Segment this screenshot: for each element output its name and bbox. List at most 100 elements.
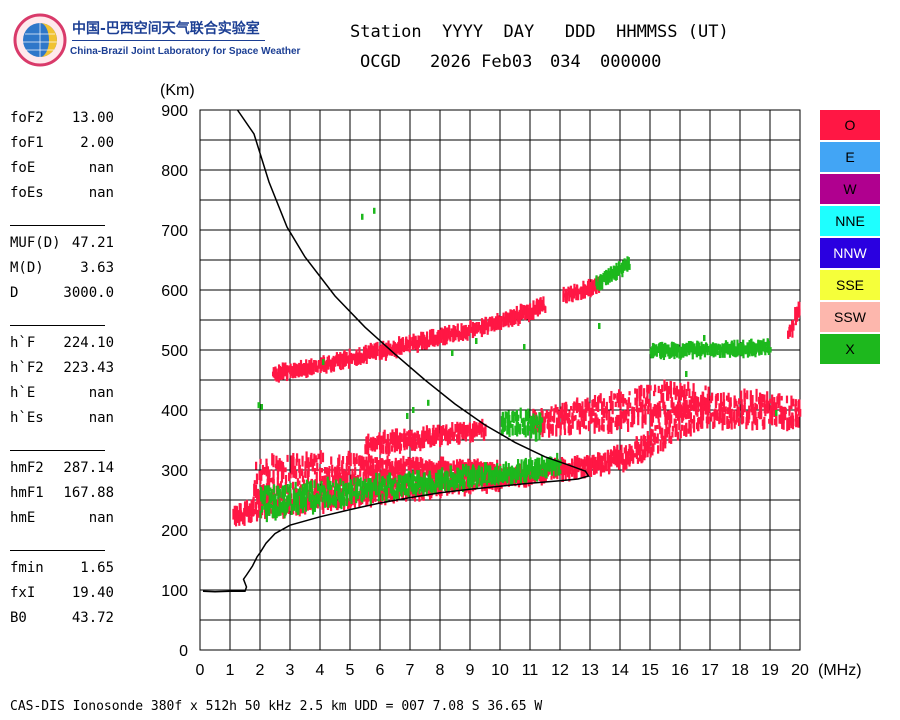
echo-mark-o (376, 461, 379, 470)
echo-mark-o (326, 356, 329, 363)
echo-mark-o (428, 459, 431, 470)
echo-point-x (757, 344, 760, 350)
echo-mark-o (619, 455, 622, 464)
echo-mark-o (682, 395, 686, 402)
echo-mark-o (623, 398, 627, 404)
echo-mark-o (399, 443, 403, 451)
echo-mark-o (302, 479, 306, 486)
echo-mark-o (611, 400, 614, 415)
echo-mark-x (509, 472, 512, 486)
echo-mark-o (291, 370, 295, 379)
echo-mark-x (401, 475, 404, 489)
lab-logo: 中国-巴西空间天气联合实验室 China-Brazil Joint Labora… (10, 10, 300, 70)
echo-mark-x (703, 348, 707, 358)
echo-mark-x (458, 480, 461, 490)
echo-mark-o (358, 347, 361, 357)
y-tick-label: 200 (161, 523, 188, 540)
echo-mark-o (664, 404, 667, 417)
echo-mark-o (311, 465, 314, 472)
echo-mark-o (797, 416, 800, 428)
echo-mark-x (272, 501, 275, 511)
echo-mark-o (583, 456, 586, 470)
echo-mark-o (745, 422, 748, 430)
echo-mark-o (733, 411, 736, 422)
echo-mark-o (669, 388, 672, 399)
echo-mark-o (335, 476, 338, 481)
echo-mark-o (441, 456, 445, 470)
echo-mark-o (721, 417, 724, 431)
echo-mark-o (430, 462, 433, 475)
echo-mark-o (653, 434, 656, 439)
echo-mark-o (773, 397, 776, 410)
echo-mark-o (413, 440, 417, 452)
echo-mark-o (631, 406, 634, 413)
echo-mark-o (641, 409, 644, 418)
echo-mark-o (611, 456, 614, 464)
echo-mark-o (291, 366, 294, 372)
param-separator (10, 225, 105, 226)
echo-mark-o (325, 360, 328, 374)
echo-mark-o (301, 475, 305, 483)
echo-mark-x (412, 475, 416, 482)
echo-mark-x (301, 500, 305, 514)
echo-mark-o (575, 468, 578, 479)
echo-mark-o (689, 401, 693, 412)
echo-mark-x (334, 499, 337, 506)
echo-mark-o (610, 390, 613, 401)
echo-mark-o (380, 469, 383, 478)
echo-mark-x (620, 265, 623, 273)
echo-mark-o (385, 478, 388, 488)
echo-mark-x (340, 492, 343, 504)
echo-mark-o (714, 395, 718, 409)
y-tick-label: 0 (179, 643, 188, 660)
echo-mark-x (536, 457, 539, 468)
echo-mark-o (514, 310, 517, 321)
echo-mark-o (798, 308, 801, 316)
param-value: 47.21 (71, 235, 114, 251)
echo-mark-x (381, 493, 384, 502)
echo-mark-o (496, 312, 499, 324)
echo-mark-o (391, 429, 394, 443)
echo-mark-o (766, 391, 769, 406)
echo-mark-o (701, 407, 705, 421)
echo-mark-o (650, 409, 653, 419)
echo-mark-o (408, 461, 411, 471)
echo-mark-x (449, 479, 452, 488)
echo-mark-o (342, 468, 345, 474)
echo-mark-x (297, 488, 300, 496)
echo-mark-o (442, 425, 445, 436)
echo-mark-o (679, 429, 682, 439)
echo-mark-o (486, 475, 489, 484)
echo-mark-o (252, 498, 255, 511)
echo-mark-o (574, 466, 577, 480)
echo-mark-x (283, 498, 286, 510)
echo-mark-o (422, 463, 425, 477)
echo-mark-o (542, 303, 545, 309)
echo-mark-o (621, 453, 624, 462)
echo-mark-x (326, 476, 329, 489)
echo-mark-x (519, 407, 522, 419)
header-columns: Station YYYY DAY DDD HHMMSS (UT) (350, 22, 729, 42)
echo-mark-o (422, 433, 425, 442)
echo-mark-o (568, 410, 571, 418)
echo-mark-o (608, 456, 611, 467)
echo-mark-o (530, 307, 534, 316)
echo-mark-x (524, 457, 527, 470)
echo-mark-o (232, 508, 235, 520)
echo-mark-o (388, 443, 391, 454)
echo-mark-x (420, 478, 423, 492)
echo-mark-o (626, 402, 629, 415)
echo-mark-x (535, 470, 538, 482)
echo-mark-o (677, 403, 681, 417)
echo-mark-o (497, 478, 500, 493)
echo-mark-o (630, 453, 633, 462)
echo-mark-x (467, 465, 470, 477)
echo-mark-x (344, 483, 348, 494)
echo-mark-o (401, 340, 405, 350)
echo-mark-o (545, 410, 548, 415)
echo-mark-o (480, 318, 484, 331)
echo-mark-x (693, 346, 696, 352)
echo-mark-o (437, 333, 441, 345)
echo-mark-o (437, 424, 440, 437)
echo-mark-o (700, 408, 703, 418)
